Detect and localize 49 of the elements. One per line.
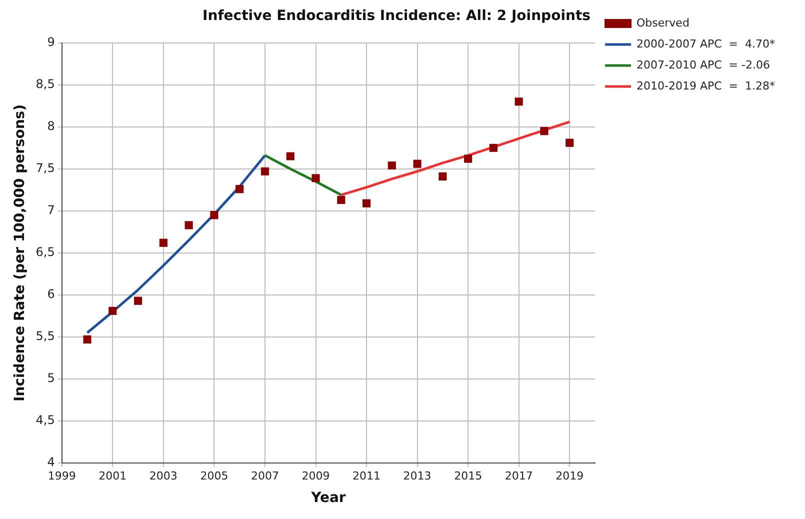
point	[337, 196, 346, 204]
x-tick-label: 2001	[98, 469, 127, 482]
y-tick-label: 7,5	[36, 160, 55, 175]
point	[489, 144, 498, 152]
y-tick-label: 5	[47, 371, 55, 386]
y-tick-label: 6	[47, 287, 55, 302]
x-tick-label: 2019	[556, 469, 584, 482]
legend-label: 2010-2019 APC = 1.28*	[636, 79, 776, 92]
legend-label: 2007-2010 APC = -2.06	[636, 58, 770, 72]
y-tick-label: 9	[47, 34, 55, 49]
legend-label: Observed	[636, 16, 690, 30]
x-tick-label: 2015	[454, 469, 482, 482]
chart-title: Infective Endocarditis Incidence: All: 2 Joinpoints	[202, 8, 590, 24]
x-axis-title: Year	[310, 490, 346, 506]
y-tick-label: 8	[47, 118, 55, 133]
point	[438, 172, 447, 180]
point	[159, 238, 168, 247]
legend-label: 2000-2007 APC = 4.70*	[636, 37, 776, 50]
point	[83, 335, 92, 344]
x-tick-label: 2007	[250, 469, 279, 482]
y-tick-label: 8,5	[36, 76, 55, 91]
point	[514, 98, 523, 106]
point	[362, 199, 371, 208]
x-tick-label: 2011	[352, 469, 381, 482]
point	[184, 221, 193, 230]
y-tick-label: 6,5	[36, 245, 55, 260]
point	[464, 154, 472, 163]
x-tick-label: 2013	[403, 469, 432, 482]
point	[260, 167, 270, 176]
point	[566, 138, 574, 147]
x-tick-label: 2005	[200, 469, 228, 482]
x-tick-label: 2003	[149, 469, 178, 482]
y-tick-label: 7	[47, 203, 55, 218]
point	[134, 296, 142, 305]
point	[540, 127, 548, 136]
point	[413, 160, 422, 168]
point	[312, 174, 320, 182]
y-axis-title: Incidence Rate (per 100,000 persons)	[12, 104, 28, 402]
point	[388, 161, 396, 170]
y-tick-label: 4	[47, 455, 55, 470]
y-tick-label: 5,5	[36, 329, 55, 344]
x-tick-label: 2009	[302, 469, 330, 482]
y-tick-label: 4,5	[36, 413, 55, 428]
point	[210, 211, 218, 220]
point	[108, 306, 117, 315]
point	[236, 184, 244, 194]
point	[286, 152, 294, 160]
x-tick-label: 2017	[504, 469, 533, 482]
x-tick-label: 1999	[48, 469, 76, 482]
